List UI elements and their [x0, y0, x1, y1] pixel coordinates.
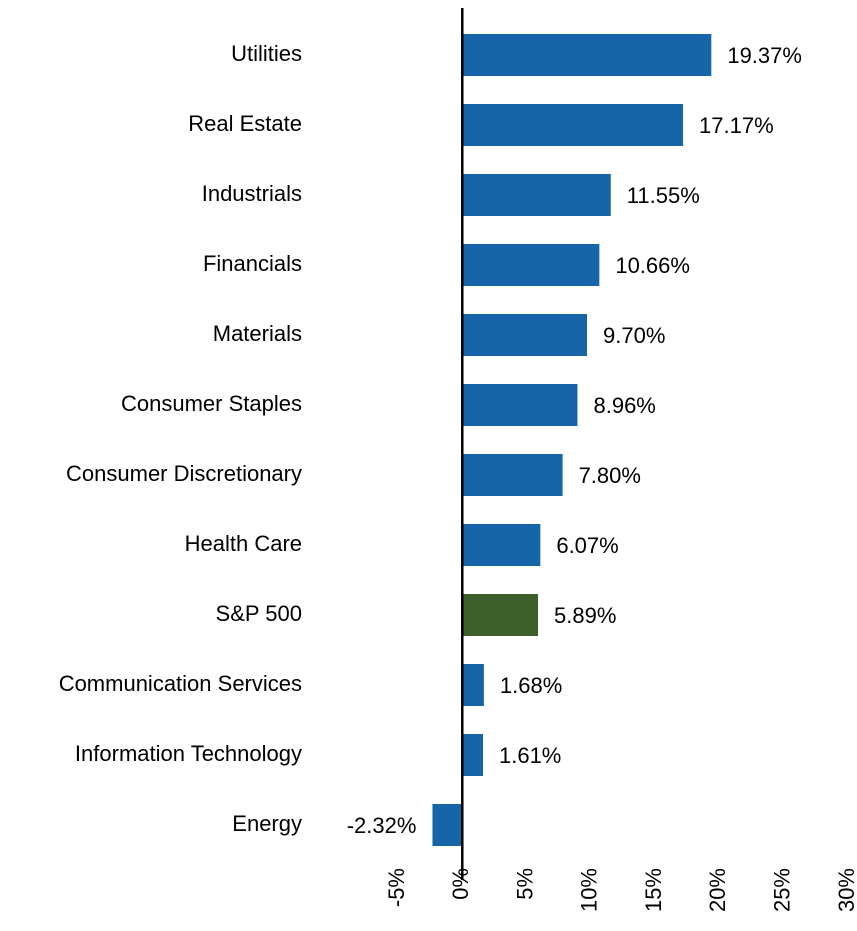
y-tick-label: S&P 500: [216, 601, 302, 626]
y-tick-label: Utilities: [231, 41, 302, 66]
value-label: 11.55%: [627, 183, 700, 208]
value-label: 9.70%: [603, 323, 665, 348]
y-tick-label: Consumer Discretionary: [66, 461, 302, 486]
x-tick-label: -5%: [384, 868, 409, 907]
bar: [462, 174, 611, 216]
x-tick-label: 5%: [512, 868, 537, 900]
value-label: 19.37%: [727, 43, 802, 68]
y-tick-label: Materials: [213, 321, 302, 346]
y-tick-label: Communication Services: [59, 671, 302, 696]
y-tick-label: Real Estate: [188, 111, 302, 136]
bar: [462, 734, 483, 776]
bar: [462, 34, 712, 76]
x-tick-label: 30%: [834, 868, 857, 912]
bar: [462, 244, 600, 286]
value-label: 7.80%: [579, 463, 641, 488]
bar: [462, 664, 484, 706]
value-label: 10.66%: [615, 253, 690, 278]
value-label: 17.17%: [699, 113, 774, 138]
bar: [462, 594, 539, 636]
x-tick-label: 25%: [770, 868, 795, 912]
value-label: 6.07%: [556, 533, 618, 558]
bar: [462, 314, 587, 356]
bar: [462, 104, 684, 146]
y-tick-label: Energy: [232, 811, 302, 836]
y-tick-label: Information Technology: [75, 741, 302, 766]
x-tick-label: 0%: [448, 868, 473, 900]
y-tick-label: Financials: [203, 251, 302, 276]
bar: [462, 524, 541, 566]
value-label: 5.89%: [554, 603, 616, 628]
bar: [462, 384, 578, 426]
value-label: 8.96%: [593, 393, 655, 418]
bar: [462, 454, 563, 496]
y-tick-label: Health Care: [185, 531, 302, 556]
value-label: -2.32%: [347, 813, 417, 838]
value-label: 1.61%: [499, 743, 561, 768]
y-tick-label: Industrials: [202, 181, 302, 206]
y-tick-label: Consumer Staples: [121, 391, 302, 416]
bar: [432, 804, 463, 846]
x-tick-label: 20%: [705, 868, 730, 912]
x-tick-label: 10%: [577, 868, 602, 912]
x-tick-label: 15%: [641, 868, 666, 912]
value-label: 1.68%: [500, 673, 562, 698]
